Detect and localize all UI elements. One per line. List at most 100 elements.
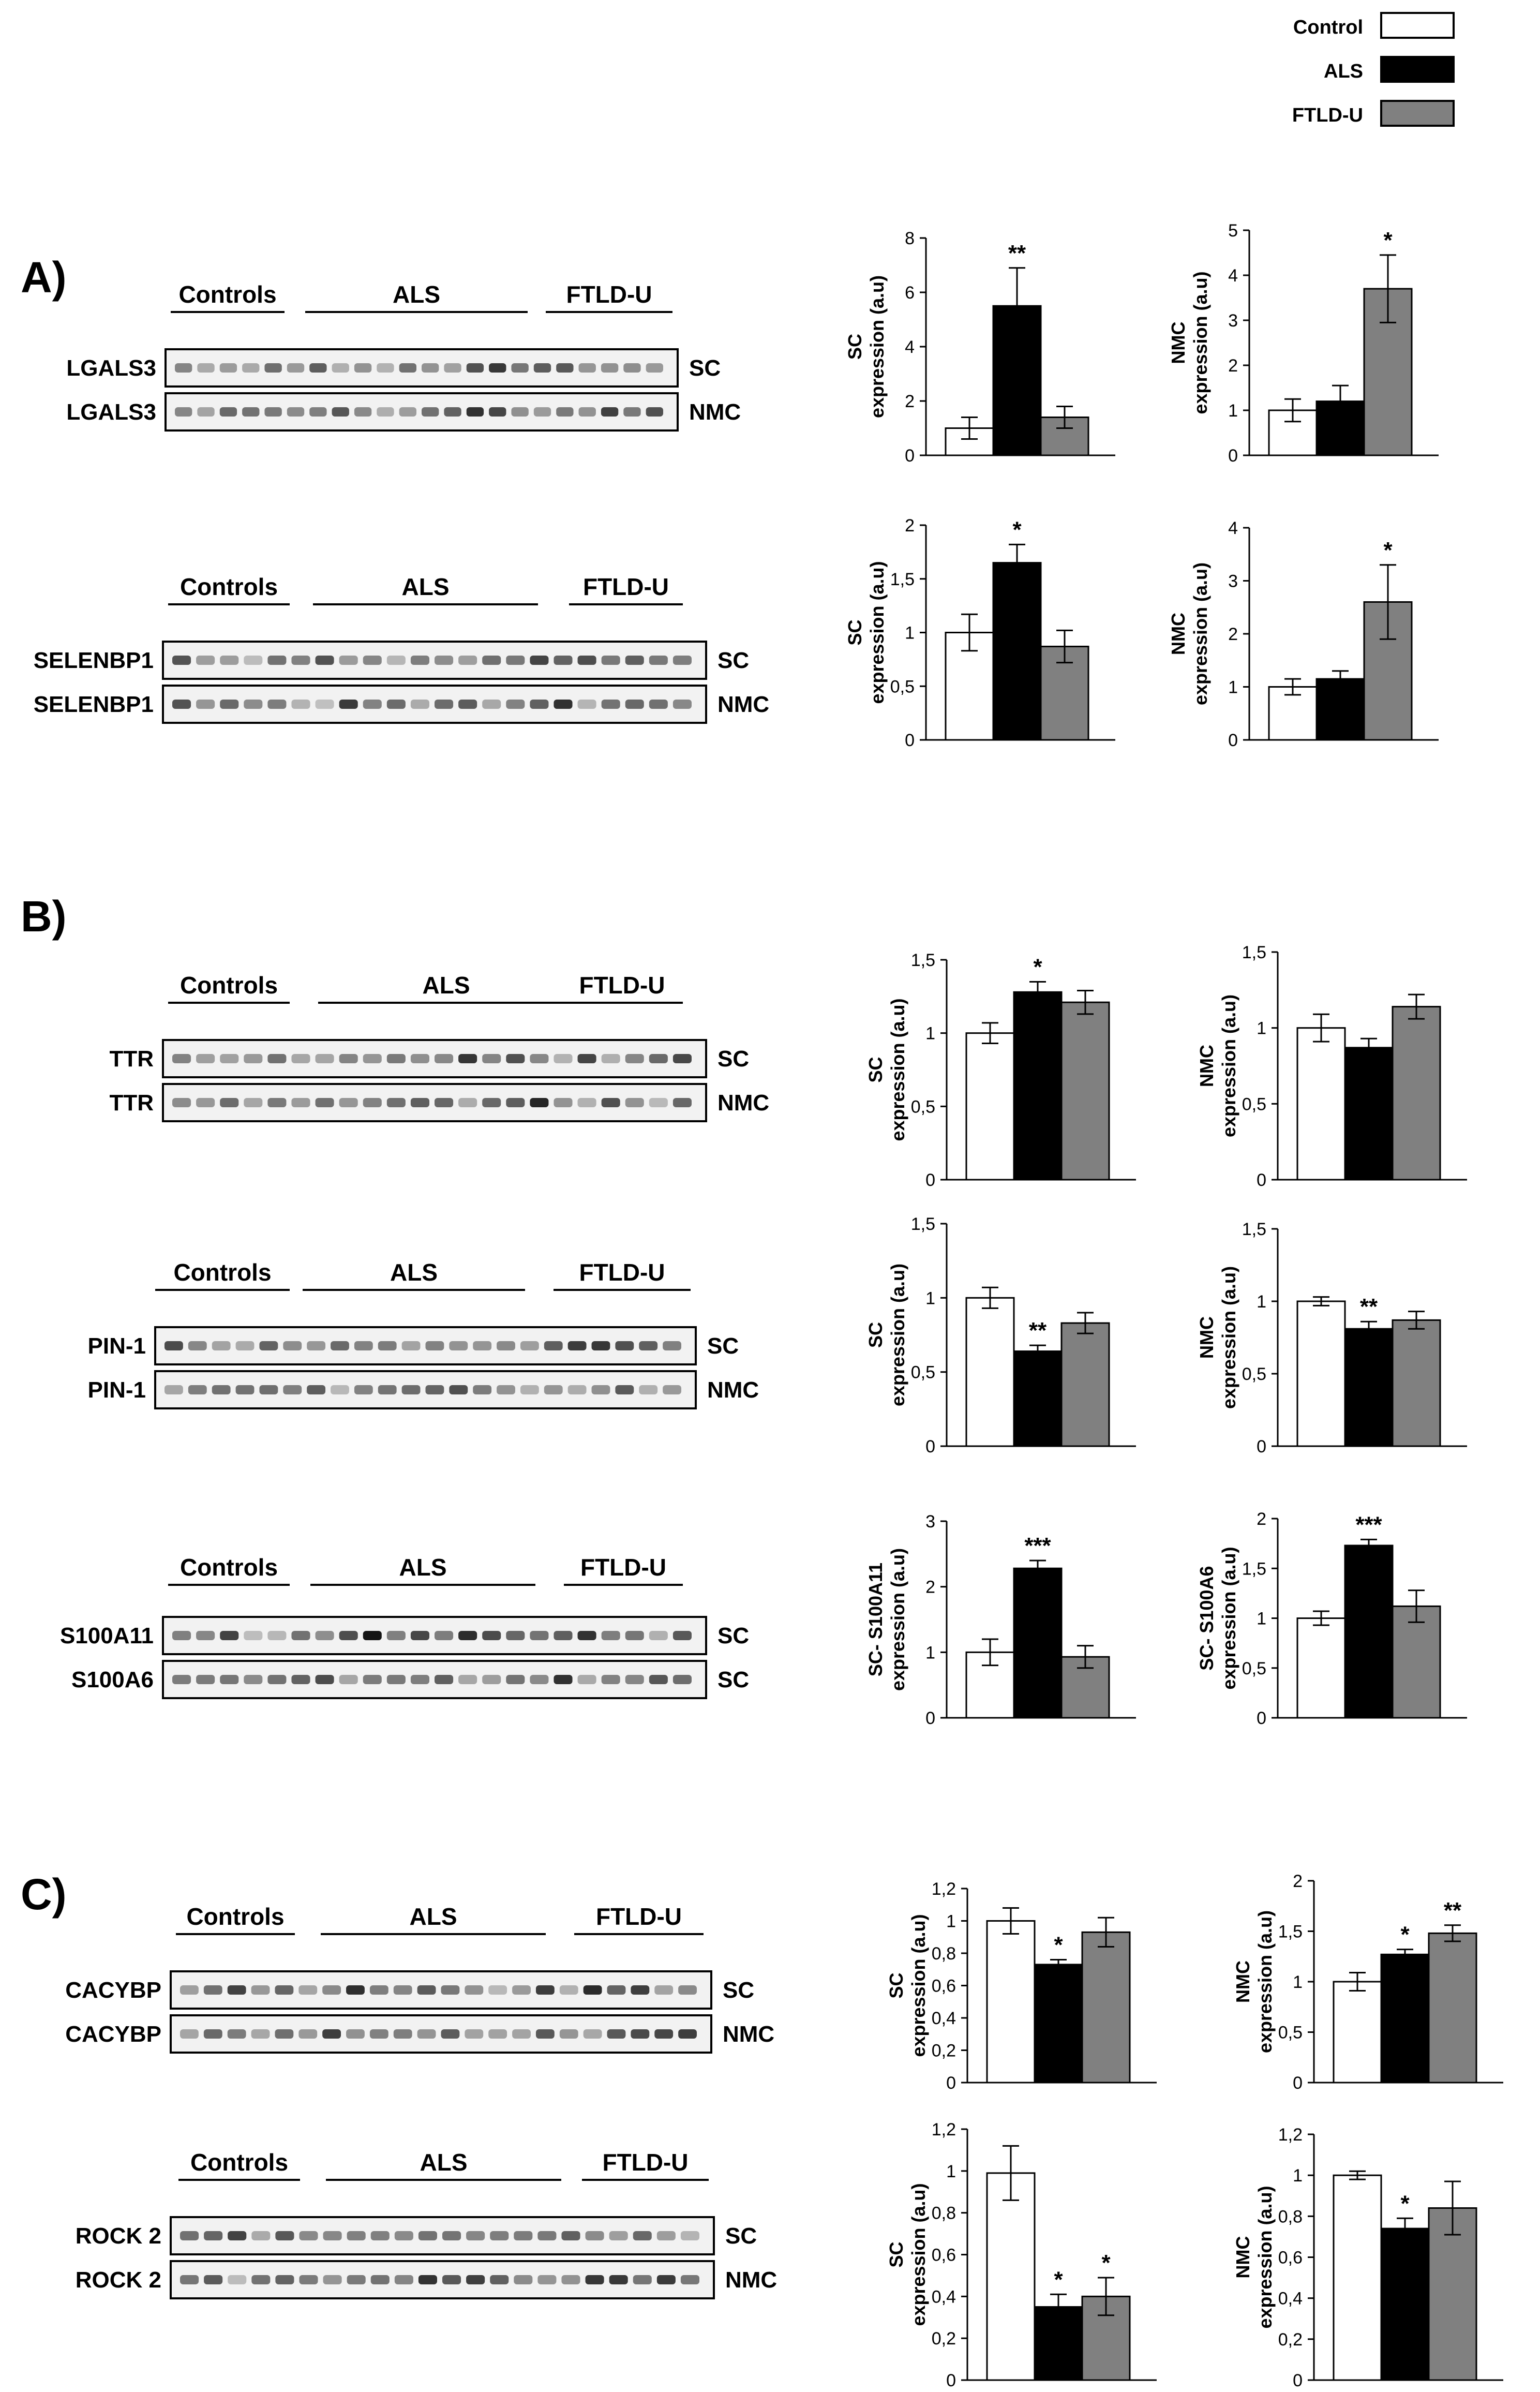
blot-band — [511, 407, 529, 417]
blot-group-label: Controls — [190, 2149, 288, 2176]
blot-band — [654, 1985, 674, 1995]
blot-band — [537, 2231, 557, 2240]
blot-band — [180, 2029, 199, 2039]
y-tick-label: 0 — [1228, 446, 1238, 466]
blot-band — [220, 1054, 239, 1063]
bar-control — [965, 1297, 1015, 1447]
y-tick-label: 0,5 — [1278, 2023, 1303, 2043]
blot-band — [441, 1985, 460, 1995]
bar-chart-3: 0 0,5 1 1,5 2 SC expression (a.u) * — [844, 516, 1115, 750]
blot-protein-label: LGALS3 — [66, 399, 156, 425]
blot-band — [267, 700, 287, 709]
blot-band — [623, 407, 641, 417]
blot-band — [315, 1631, 334, 1640]
blot-protein-label: LGALS3 — [66, 355, 156, 381]
blot-band — [188, 1341, 207, 1350]
blot-band — [386, 1675, 406, 1684]
blot-band — [172, 1675, 191, 1684]
y-tick-label: 2 — [1293, 1871, 1303, 1891]
blot-band — [649, 1631, 668, 1640]
blot-band — [631, 2029, 650, 2039]
y-tick-label: 1 — [905, 623, 915, 643]
y-tick-label: 1,5 — [1278, 1922, 1303, 1942]
blot-band — [663, 1341, 681, 1350]
blot-band — [649, 656, 668, 665]
y-tick-label: 2 — [1228, 625, 1238, 644]
blot-band — [339, 1098, 358, 1107]
blot-band — [393, 1985, 412, 1995]
blot-band — [339, 1631, 358, 1640]
blot-band — [267, 1098, 287, 1107]
blot-band — [287, 407, 305, 417]
blot-band — [601, 363, 619, 373]
y-tick-label: 0,8 — [932, 2204, 956, 2223]
blot-band — [309, 363, 327, 373]
blot-band — [633, 2231, 652, 2240]
y-tick-label: 0,8 — [932, 1944, 956, 1964]
blot-fraction-label: SC — [717, 1046, 749, 1072]
blot-band — [625, 1675, 644, 1684]
blot-protein-label: TTR — [109, 1046, 154, 1072]
y-axis-label: SC — [865, 1322, 886, 1348]
y-tick-label: 1 — [1293, 1972, 1303, 1992]
blot-band — [601, 1631, 620, 1640]
blot-band — [514, 2231, 533, 2240]
blot-band — [435, 656, 454, 665]
blot-band — [417, 1985, 436, 1995]
blot-band — [506, 1631, 525, 1640]
y-tick-label: 4 — [1228, 518, 1238, 538]
y-axis-label: NMC — [1168, 613, 1189, 655]
blot-band — [425, 1385, 444, 1394]
blot-band — [275, 2275, 294, 2284]
y-tick-label: 1,5 — [1242, 1220, 1266, 1239]
blot-group-label: FTLD-U — [579, 1259, 665, 1286]
blot-band — [449, 1385, 468, 1394]
y-tick-label: 1 — [925, 1288, 935, 1308]
bar-als — [1344, 1328, 1394, 1447]
bar-als — [1380, 1953, 1430, 2084]
y-tick-label: 1,5 — [911, 1214, 935, 1234]
blot-band — [363, 1098, 382, 1107]
blot-band — [591, 1341, 610, 1350]
blot-band — [315, 656, 334, 665]
blot-band — [654, 2029, 674, 2039]
blot-band — [678, 2029, 697, 2039]
blot-band — [369, 2029, 388, 2039]
blot-band — [386, 700, 406, 709]
blot-band — [228, 2231, 247, 2240]
blot-band — [196, 1054, 215, 1063]
y-tick-label: 2 — [1257, 1509, 1266, 1529]
blot-band — [322, 2029, 341, 2039]
blot-band — [196, 656, 215, 665]
blot-band — [511, 363, 529, 373]
y-tick-label: 1 — [1257, 1609, 1266, 1629]
blot-protein-label: SELENBP1 — [34, 648, 154, 673]
blot-band — [298, 1985, 318, 1995]
blot-band — [235, 1385, 255, 1394]
blot-band — [466, 2231, 485, 2240]
blot-band — [672, 656, 692, 665]
blot-band — [386, 656, 406, 665]
blot-band — [442, 2231, 461, 2240]
blot-band — [441, 2029, 460, 2039]
blot-band — [639, 1385, 658, 1394]
blot-band — [458, 1631, 477, 1640]
blot-band — [386, 1054, 406, 1063]
blot-band — [577, 1675, 596, 1684]
blot-band — [354, 407, 372, 417]
blot-band — [399, 407, 416, 417]
bar-chart-11: 0 0,2 0,4 0,6 0,8 1 1,2 SC expression (a.u) * — [886, 1879, 1157, 2093]
blot-band — [196, 1675, 215, 1684]
blot-band — [418, 2231, 437, 2240]
blot-band — [649, 1054, 668, 1063]
y-tick-label: 1,5 — [1242, 1559, 1266, 1579]
blot-protein-label: SELENBP1 — [34, 692, 154, 717]
blot-band — [444, 363, 461, 373]
bar-chart-5: 0 0,5 1 1,5 SC expression (a.u) * — [865, 950, 1136, 1190]
blot-band — [331, 1385, 349, 1394]
y-tick-label: 2 — [905, 516, 915, 536]
y-axis-label: NMC — [1232, 2236, 1253, 2279]
bar-ftld-u — [1081, 1931, 1131, 2084]
blot-band — [506, 700, 525, 709]
blot-band — [649, 1675, 668, 1684]
